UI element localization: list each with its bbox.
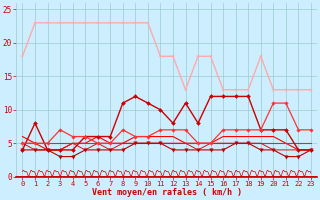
X-axis label: Vent moyen/en rafales ( km/h ): Vent moyen/en rafales ( km/h ) bbox=[92, 188, 242, 197]
